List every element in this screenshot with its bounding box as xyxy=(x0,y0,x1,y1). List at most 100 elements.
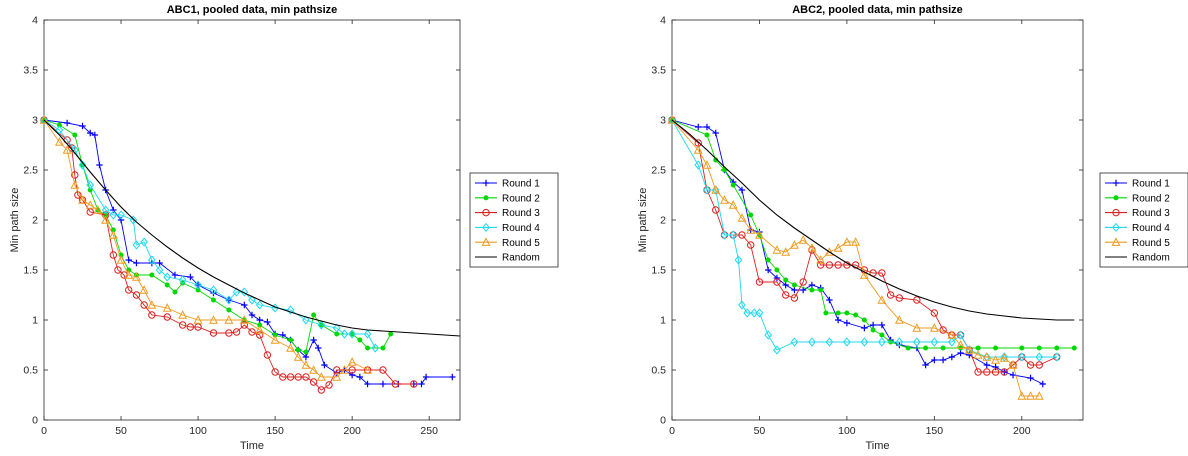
data-point xyxy=(720,195,729,204)
y-tick-label: 2.5 xyxy=(651,165,666,177)
data-point xyxy=(210,289,217,297)
data-point xyxy=(964,345,974,354)
series-round-5 xyxy=(39,115,372,381)
data-point xyxy=(132,272,141,281)
data-point xyxy=(748,212,754,218)
y-tick-label: 0.5 xyxy=(651,365,666,377)
data-point xyxy=(781,291,790,299)
data-point xyxy=(209,285,218,295)
data-point xyxy=(826,296,833,304)
data-point xyxy=(939,356,947,364)
data-point xyxy=(843,337,851,347)
data-point xyxy=(781,247,791,256)
data-point xyxy=(140,301,148,309)
data-point xyxy=(808,281,816,289)
y-tick-label: 1.5 xyxy=(23,265,38,277)
data-point xyxy=(286,373,295,381)
y-tick-label: 1 xyxy=(32,315,38,327)
y-axis-label: Min path size xyxy=(637,188,649,253)
data-point xyxy=(818,287,824,293)
data-point xyxy=(747,241,755,249)
data-point xyxy=(930,309,939,317)
data-point xyxy=(711,185,720,195)
legend-label: Round 3 xyxy=(502,208,540,219)
data-point xyxy=(178,275,187,285)
data-point xyxy=(449,373,456,381)
data-point xyxy=(317,320,326,330)
data-point xyxy=(1112,208,1120,217)
data-point xyxy=(851,261,860,269)
data-point xyxy=(422,373,430,381)
y-tick-label: 3 xyxy=(32,115,38,127)
data-point xyxy=(139,285,149,294)
data-point xyxy=(163,272,172,282)
data-point xyxy=(271,368,279,376)
data-point xyxy=(286,343,295,352)
data-point xyxy=(825,337,834,347)
data-point xyxy=(1034,391,1044,400)
data-point xyxy=(1035,352,1044,362)
data-point xyxy=(86,208,94,216)
data-point xyxy=(834,261,842,269)
data-point xyxy=(232,287,241,297)
data-point xyxy=(172,289,178,295)
data-point xyxy=(712,206,720,214)
data-point xyxy=(288,337,294,343)
data-point xyxy=(93,205,103,214)
data-point xyxy=(63,119,71,127)
y-tick-label: 0 xyxy=(32,415,38,427)
data-point xyxy=(1113,195,1119,201)
data-point xyxy=(357,337,363,343)
data-point xyxy=(125,286,133,294)
series-round-5 xyxy=(667,115,1044,400)
data-point xyxy=(225,295,233,305)
data-point xyxy=(738,300,746,310)
data-point xyxy=(931,356,938,364)
data-point xyxy=(720,230,729,240)
data-point xyxy=(380,345,386,351)
data-point xyxy=(303,349,309,355)
legend-label: Round 3 xyxy=(1132,208,1170,219)
data-point xyxy=(975,345,981,351)
data-point xyxy=(39,115,49,124)
data-point xyxy=(271,303,279,313)
data-point xyxy=(783,277,789,283)
data-point xyxy=(248,295,256,305)
data-point xyxy=(332,372,342,381)
data-point xyxy=(410,380,418,388)
data-point xyxy=(241,301,248,309)
data-point xyxy=(895,337,904,347)
data-point xyxy=(738,231,746,239)
data-point xyxy=(816,261,825,269)
data-point xyxy=(363,329,372,339)
data-point xyxy=(293,352,303,361)
data-point xyxy=(765,257,771,263)
data-point xyxy=(114,266,122,274)
data-point xyxy=(947,337,956,347)
data-point xyxy=(1009,371,1017,379)
data-point xyxy=(956,340,965,349)
data-point xyxy=(973,350,983,359)
y-tick-label: 1 xyxy=(660,315,666,327)
data-point xyxy=(886,291,895,299)
data-point xyxy=(379,380,387,388)
data-point xyxy=(109,210,118,220)
legend-label: Round 2 xyxy=(502,193,540,204)
chart-panel-1: ABC1, pooled data, min pathsize 0 50 100 150… xyxy=(9,4,559,452)
data-point xyxy=(279,373,287,381)
data-point xyxy=(194,280,202,290)
data-point xyxy=(860,337,869,347)
x-axis-label: Time xyxy=(240,440,264,452)
x-tick-label: 150 xyxy=(926,425,944,437)
data-point xyxy=(178,321,187,329)
data-point xyxy=(843,319,851,327)
data-point xyxy=(912,337,921,347)
data-point xyxy=(923,345,929,351)
data-point xyxy=(125,256,132,264)
data-point xyxy=(693,145,703,154)
data-point xyxy=(825,261,834,269)
data-point xyxy=(347,357,357,366)
data-point xyxy=(983,368,991,376)
data-point xyxy=(816,255,826,264)
data-point xyxy=(833,243,843,252)
